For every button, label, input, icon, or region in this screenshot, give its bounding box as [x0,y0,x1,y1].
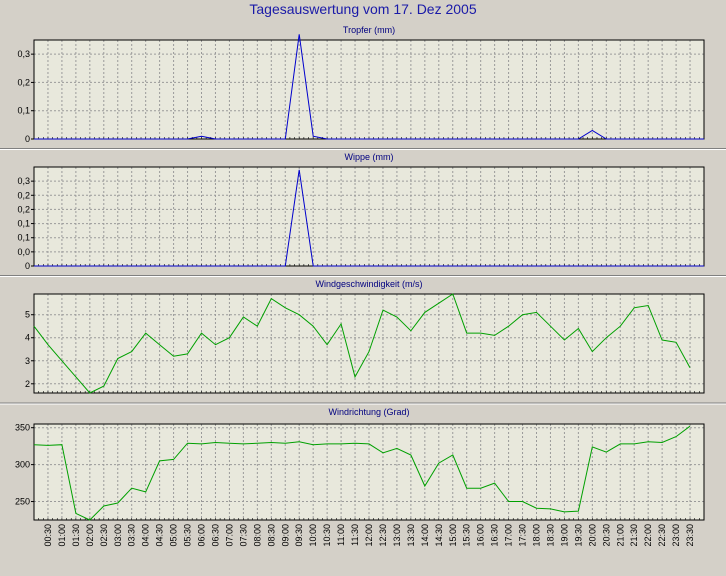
y-tick-label: 5 [25,310,30,320]
x-tick-label: 19:30 [573,524,583,547]
x-tick-label: 12:30 [378,524,388,547]
y-tick-label: 0,2 [17,190,30,200]
x-tick-label: 04:30 [155,524,165,547]
panel-2: 0 0,0 0,1 0,1 0,2 0,2 0,3 Wippe (mm) [17,152,705,271]
y-tick-label: 0,3 [17,176,30,186]
y-tick-label: 350 [15,423,30,433]
series-line [33,293,691,394]
x-tick-label: 21:30 [629,524,639,547]
series-line [34,34,704,140]
panel-title: Windrichtung (Grad) [328,407,409,417]
x-tick-label: 06:30 [210,524,220,547]
x-tick-label: 00:30 [43,524,53,547]
x-axis-labels: 00:30 01:00 01:30 02:00 02:30 03:00 03:30 04:00… [43,524,695,547]
x-tick-label: 02:30 [99,524,109,547]
x-tick-label: 17:00 [504,524,514,547]
x-tick-label: 05:30 [183,524,193,547]
panel-3: 2 3 4 5 Windgeschwindigkeit (m/s) [25,279,705,394]
x-tick-label: 13:30 [406,524,416,547]
x-tick-label: 01:30 [71,524,81,547]
y-tick-label: 0,2 [17,204,30,214]
x-tick-label: 22:30 [657,524,667,547]
y-tick-label: 4 [25,333,30,343]
x-tick-label: 04:00 [141,524,151,547]
y-tick-label: 0,1 [17,219,30,229]
y-tick-label: 250 [15,497,30,507]
x-tick-label: 07:30 [238,524,248,547]
x-tick-label: 06:00 [197,524,207,547]
x-tick-label: 07:00 [224,524,234,547]
y-tick-label: 2 [25,379,30,389]
x-tick-label: 15:30 [462,524,472,547]
y-tick-label: 0 [25,261,30,271]
x-tick-label: 11:30 [350,524,360,546]
plot-border [33,423,705,521]
x-tick-label: 23:30 [685,524,695,547]
y-tick-label: 3 [25,356,30,366]
x-tick-label: 22:00 [643,524,653,547]
series-line [34,169,704,267]
x-tick-label: 05:00 [169,524,179,547]
x-tick-label: 08:00 [252,524,262,547]
plot-border [33,293,705,394]
x-tick-label: 20:30 [601,524,611,547]
panel-title: Windgeschwindigkeit (m/s) [315,279,422,289]
x-tick-label: 01:00 [57,524,67,547]
x-tick-label: 03:30 [127,524,137,547]
panel-title: Wippe (mm) [345,152,394,162]
x-tick-label: 08:30 [266,524,276,547]
x-tick-label: 14:00 [420,524,430,547]
x-tick-label: 14:30 [434,524,444,547]
x-tick-label: 03:00 [113,524,123,547]
y-tick-label: 0 [25,134,30,144]
y-tick-label: 0,3 [17,49,30,59]
x-tick-label: 10:30 [322,524,332,547]
x-tick-label: 18:30 [545,524,555,547]
y-tick-label: 0,2 [17,77,30,87]
x-tick-label: 10:00 [308,524,318,547]
y-tick-label: 0,0 [17,247,30,257]
x-tick-label: 23:00 [671,524,681,547]
x-tick-label: 09:30 [294,524,304,547]
panel-1: 0 0,1 0,2 0,3 Tropfer (mm) [17,25,705,144]
x-tick-label: 17:30 [518,524,528,547]
x-tick-label: 09:00 [280,524,290,547]
x-tick-label: 02:00 [85,524,95,547]
x-tick-label: 16:00 [476,524,486,547]
x-tick-label: 19:00 [559,524,569,547]
panel-4: 250 300 350 Windrichtung (Grad) [15,407,705,521]
x-tick-label: 21:00 [615,524,625,547]
x-tick-label: 20:00 [587,524,597,547]
series-line [33,425,691,521]
x-tick-label: 11:00 [336,524,346,546]
x-tick-label: 13:00 [392,524,402,547]
y-tick-label: 0,1 [17,106,30,116]
panel-title: Tropfer (mm) [343,25,395,35]
x-tick-label: 16:30 [490,524,500,547]
y-tick-label: 300 [15,460,30,470]
x-tick-label: 12:00 [364,524,374,547]
chart-title: Tagesauswertung vom 17. Dez 2005 [249,1,477,17]
x-tick-label: 18:00 [532,524,542,547]
y-tick-label: 0,1 [17,233,30,243]
x-tick-label: 15:00 [448,524,458,547]
